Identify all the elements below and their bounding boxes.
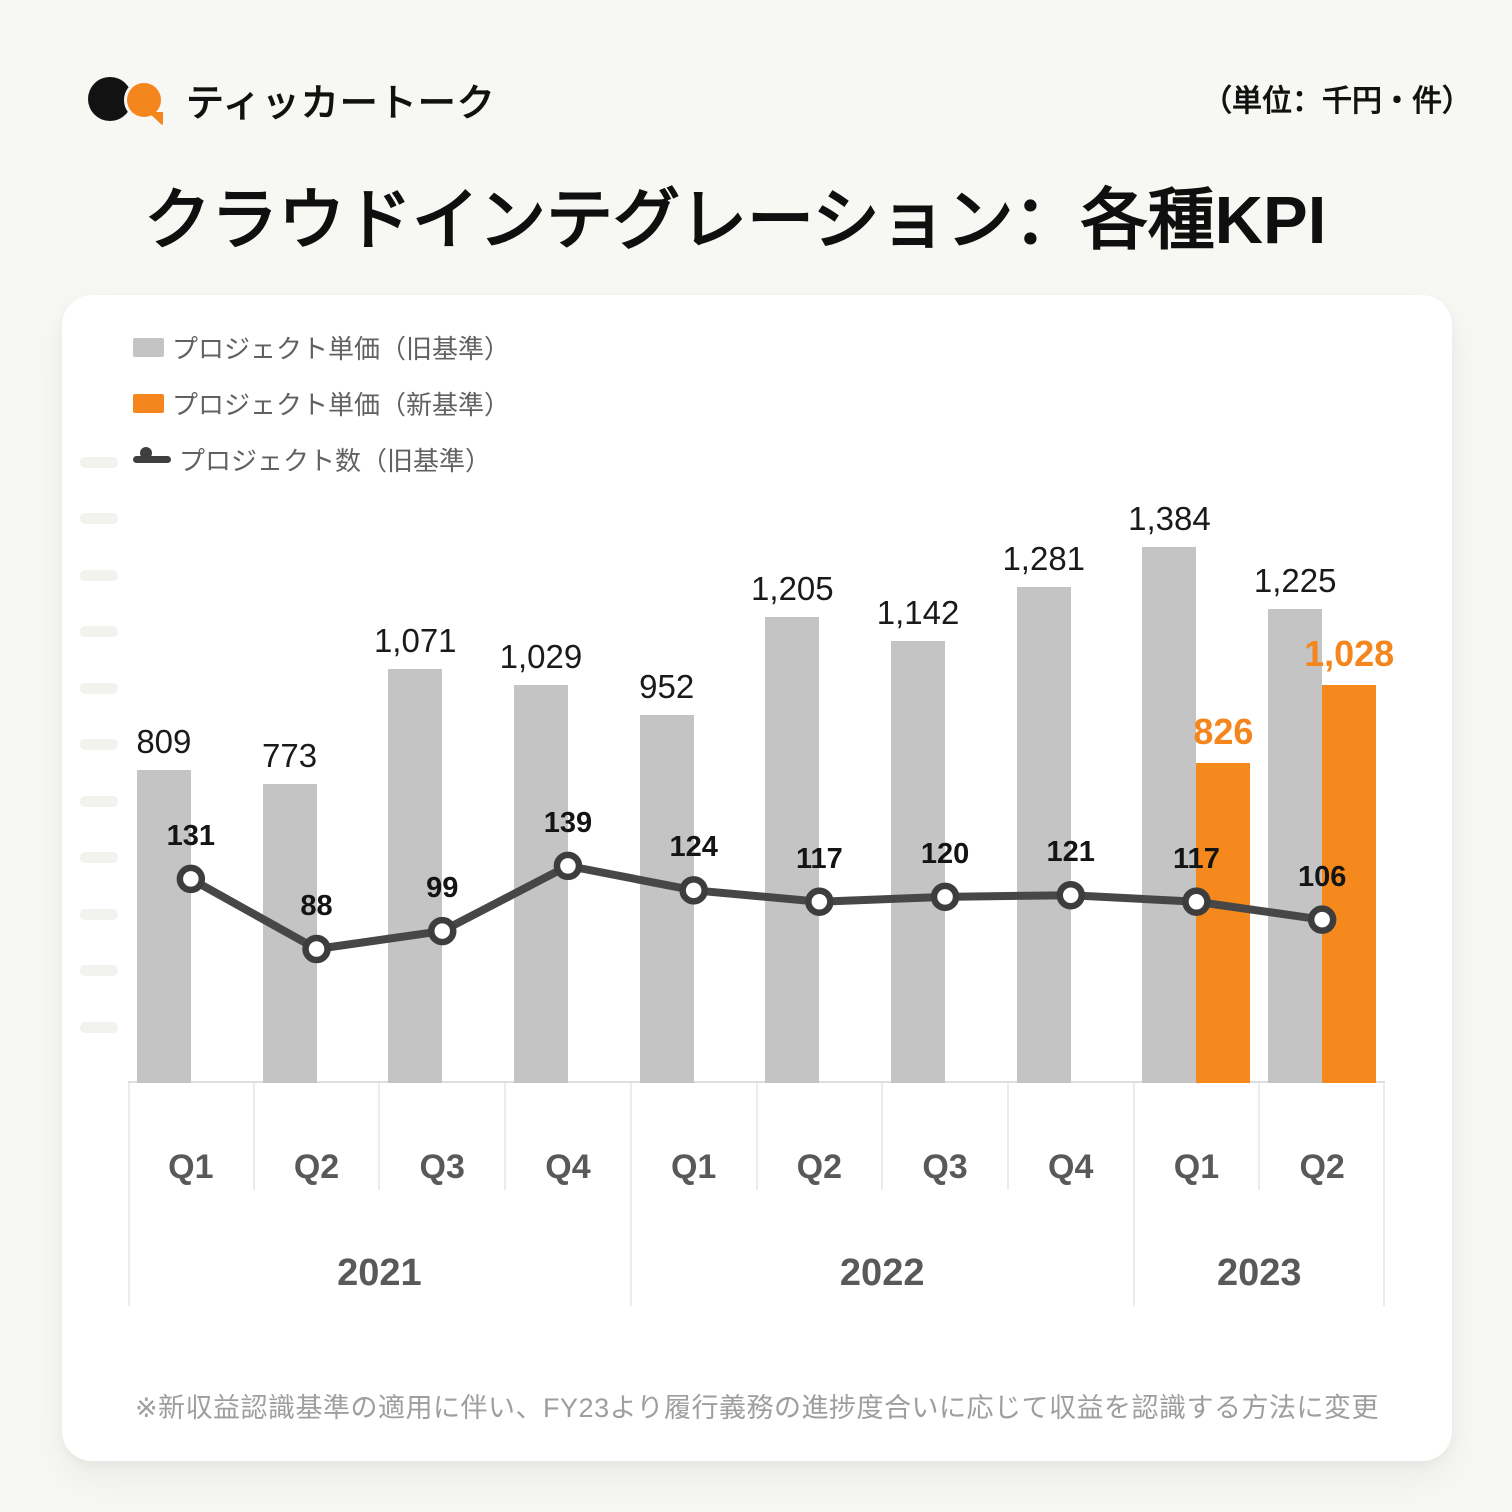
logo-wordmark: ティッカートーク: [186, 82, 496, 125]
logo-bubble-tail-icon: [148, 112, 163, 126]
legend-swatch-gray-icon: [133, 337, 164, 357]
legend-label: プロジェクト単価（旧基準）: [172, 333, 511, 364]
logo-icon: [88, 72, 174, 126]
legend-item-project-count: プロジェクト数（旧基準）: [133, 442, 510, 476]
unit-note: （単位：千円・件）: [1202, 85, 1472, 118]
chart-legend: プロジェクト単価（旧基準） プロジェクト単価（新基準） プロジェクト数（旧基準）: [133, 330, 510, 498]
legend-item-new-standard: プロジェクト単価（新基準）: [133, 386, 510, 420]
legend-swatch-orange-icon: [133, 393, 164, 413]
legend-label: プロジェクト単価（新基準）: [172, 389, 511, 420]
page-title: クラウドインテグレーション：各種KPI: [144, 183, 1327, 258]
logo: ティッカートーク: [88, 72, 496, 126]
legend-label: プロジェクト数（旧基準）: [179, 445, 492, 476]
footnote: ※新収益認識基準の適用に伴い、FY23より履行義務の進捗度合いに応じて収益を認識…: [134, 1393, 1380, 1423]
legend-line-marker-icon: [133, 442, 171, 476]
legend-item-old-standard: プロジェクト単価（旧基準）: [133, 330, 510, 364]
